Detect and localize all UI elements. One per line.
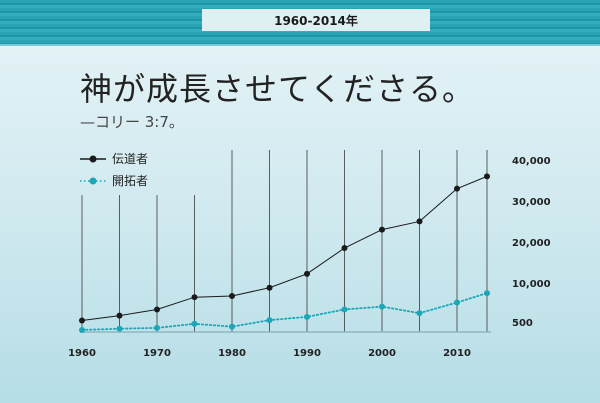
- x-tick-label: 2000: [368, 348, 396, 359]
- data-point: [154, 324, 160, 331]
- data-point: [229, 292, 235, 299]
- legend-label-publishers: 伝道者: [112, 152, 148, 166]
- data-point: [304, 270, 310, 277]
- y-tick-label: 500: [512, 318, 533, 329]
- series: [79, 173, 490, 333]
- page-title: 神が成長させてくださる。: [80, 70, 476, 108]
- data-point: [116, 325, 123, 332]
- data-point: [379, 226, 385, 233]
- data-point: [79, 326, 85, 333]
- data-point: [266, 317, 273, 324]
- data-point: [266, 284, 273, 291]
- x-tick-label: 1990: [293, 348, 321, 359]
- period-badge: 1960-2014年: [202, 9, 430, 31]
- data-point: [416, 218, 423, 225]
- legend-item-pioneers: 開拓者: [80, 174, 148, 188]
- header-band: 1960-2014年: [0, 0, 600, 46]
- grid: [81, 150, 488, 332]
- y-tick-label: 40,000: [512, 156, 551, 167]
- legend-item-publishers: 伝道者: [80, 152, 148, 166]
- x-tick-label: 1970: [143, 348, 171, 359]
- data-point: [416, 310, 423, 317]
- data-point: [229, 323, 235, 330]
- series-line-1: [81, 292, 488, 331]
- legend: 伝道者 開拓者: [80, 152, 148, 188]
- data-point: [191, 320, 198, 327]
- data-point: [484, 290, 490, 297]
- scripture-citation: —コリー 3:7。: [80, 113, 184, 131]
- x-tick-label: 1960: [68, 348, 96, 359]
- y-tick-label: 20,000: [512, 238, 551, 249]
- data-point: [116, 312, 123, 319]
- data-point: [341, 245, 348, 252]
- data-point: [191, 294, 198, 301]
- data-point: [379, 303, 385, 310]
- data-point: [454, 185, 460, 192]
- tick-labels: 1960 1970 1980 1990 2000 2010 500 10,000 20,000 3…: [68, 156, 551, 359]
- data-point: [79, 317, 85, 324]
- data-point: [341, 306, 348, 313]
- data-point: [484, 173, 490, 180]
- y-tick-label: 10,000: [512, 279, 551, 290]
- x-tick-label: 2010: [443, 348, 471, 359]
- data-point: [304, 313, 310, 320]
- x-tick-label: 1980: [218, 348, 246, 359]
- data-point: [454, 299, 460, 306]
- series-line-0: [81, 175, 488, 322]
- legend-label-pioneers: 開拓者: [112, 174, 148, 188]
- data-point: [154, 306, 160, 313]
- y-tick-label: 30,000: [512, 197, 551, 208]
